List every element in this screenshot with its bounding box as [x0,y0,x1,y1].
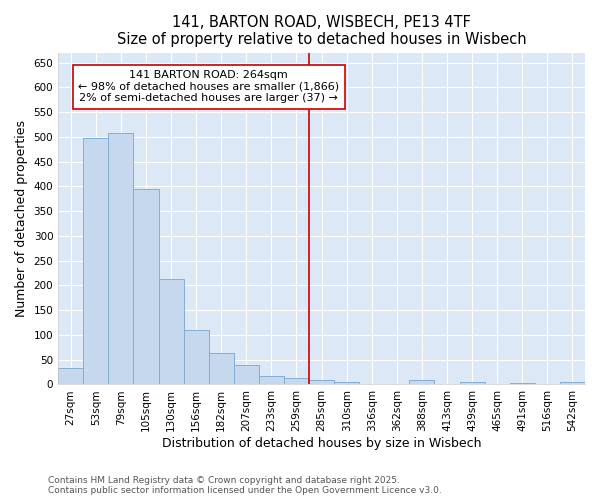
Text: 141 BARTON ROAD: 264sqm
← 98% of detached houses are smaller (1,866)
2% of semi-: 141 BARTON ROAD: 264sqm ← 98% of detache… [78,70,339,103]
Y-axis label: Number of detached properties: Number of detached properties [15,120,28,317]
Bar [309,380,334,384]
X-axis label: Distribution of detached houses by size in Wisbech: Distribution of detached houses by size … [162,437,481,450]
Bar [334,382,359,384]
Bar [460,382,485,384]
Bar [109,133,133,384]
Bar [234,364,259,384]
Bar [560,382,585,384]
Bar [259,376,284,384]
Bar [510,383,535,384]
Bar [409,380,434,384]
Bar [284,378,309,384]
Bar [209,354,234,384]
Title: 141, BARTON ROAD, WISBECH, PE13 4TF
Size of property relative to detached houses: 141, BARTON ROAD, WISBECH, PE13 4TF Size… [117,15,526,48]
Bar [158,280,184,384]
Bar [184,330,209,384]
Bar [58,368,83,384]
Bar [133,189,158,384]
Bar [83,138,109,384]
Text: Contains HM Land Registry data © Crown copyright and database right 2025.
Contai: Contains HM Land Registry data © Crown c… [48,476,442,495]
